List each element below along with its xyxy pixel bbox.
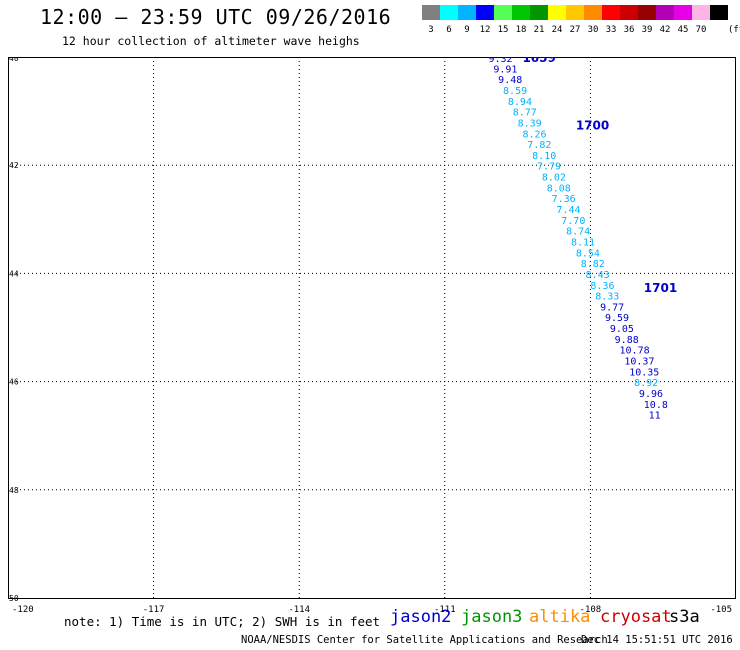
legend-swatch — [710, 5, 728, 20]
legend-label: 21 — [533, 25, 545, 35]
page-subtitle: 12 hour collection of altimeter wave hei… — [62, 34, 360, 48]
lon-tick-label: -105 — [710, 605, 732, 615]
time-label: 1659 — [522, 57, 555, 65]
wave-height-value: 8.43 — [586, 270, 610, 281]
legend-swatch — [656, 5, 674, 20]
wave-height-value: 8.74 — [566, 227, 590, 238]
wave-height-value: 7.79 — [537, 162, 561, 173]
legend-swatch — [458, 5, 476, 20]
wave-height-value: 9.48 — [498, 75, 522, 86]
map-frame — [8, 57, 736, 599]
legend-swatch — [674, 5, 692, 20]
legend-label: 9 — [464, 25, 470, 35]
wave-height-value: 8.10 — [532, 151, 556, 162]
legend-label: 12 — [479, 25, 491, 35]
satellite-jason2: jason2 — [390, 607, 452, 627]
legend-label: 3 — [428, 25, 434, 35]
lat-tick-label: 50 — [9, 594, 19, 603]
wave-height-value: 8.94 — [508, 97, 532, 108]
legend-label: 70 — [695, 25, 707, 35]
wave-height-value: 10.8 — [644, 400, 668, 411]
wave-height-value: 9.91 — [493, 64, 517, 75]
lat-tick-label: 44 — [9, 269, 19, 278]
wave-height-value: 11 — [649, 411, 661, 422]
wave-height-value: 7.70 — [561, 216, 585, 227]
legend-swatch — [620, 5, 638, 20]
wave-height-value: 8.82 — [581, 259, 605, 270]
legend-swatch — [692, 5, 710, 20]
wave-height-value: 10.78 — [620, 346, 650, 357]
wave-height-value: 8.11 — [571, 237, 595, 248]
wave-height-value: 8.02 — [542, 173, 566, 184]
legend-swatch — [476, 5, 494, 20]
legend-swatch — [584, 5, 602, 20]
legend-label: 39 — [641, 25, 653, 35]
lon-tick-label: -111 — [434, 605, 456, 615]
satellite-altika: altika — [529, 607, 591, 627]
legend-label: 36 — [623, 25, 635, 35]
time-label: 1701 — [644, 281, 677, 295]
legend-label: 42 — [659, 25, 671, 35]
legend-label: 27 — [569, 25, 581, 35]
wave-height-value: 9.96 — [639, 389, 663, 400]
lon-tick-label: -117 — [143, 605, 165, 615]
satellite-s3a: s3a — [669, 607, 700, 627]
legend-label: 30 — [587, 25, 599, 35]
wave-height-value: 9.77 — [600, 302, 624, 313]
wave-height-value: 9.88 — [615, 335, 639, 346]
wave-height-value: 8.33 — [595, 292, 619, 303]
legend-label: 18 — [515, 25, 527, 35]
legend-swatch — [566, 5, 584, 20]
wave-height-value: 8.26 — [522, 129, 546, 140]
legend-swatch — [512, 5, 530, 20]
time-label: 1700 — [576, 119, 609, 133]
legend-label: 45 — [677, 25, 689, 35]
satellite-jason3: jason3 — [461, 607, 523, 627]
satellite-cryosat: cryosat — [600, 607, 672, 627]
lat-tick-label: 46 — [9, 378, 19, 387]
legend-swatch — [494, 5, 512, 20]
wave-height-value: 7.82 — [527, 140, 551, 151]
legend-swatch — [548, 5, 566, 20]
lon-tick-label: -120 — [12, 605, 34, 615]
wave-height-value: 8.39 — [518, 118, 542, 129]
wave-height-value: 7.36 — [552, 194, 576, 205]
footer-timestamp: Dec 14 15:51:51 UTC 2016 — [581, 634, 733, 646]
wave-height-value: 8.36 — [590, 281, 614, 292]
legend-swatch — [440, 5, 458, 20]
legend-swatch — [422, 5, 440, 20]
wave-height-value: 10.35 — [629, 367, 659, 378]
legend-unit: (ft) — [728, 25, 740, 35]
wave-height-map[interactable]: -120 -117 -114 -111 -108 -105 40 42 44 46 48 50 9.32… — [8, 57, 736, 615]
wave-height-value: 9.32 — [488, 57, 512, 65]
wave-height-value: 10.37 — [624, 357, 654, 368]
note-text: note: 1) Time is in UTC; 2) SWH is in fe… — [64, 614, 381, 629]
footer-credit: NOAA/NESDIS Center for Satellite Applica… — [241, 634, 608, 646]
legend-swatch — [638, 5, 656, 20]
wave-height-value: 7.44 — [556, 205, 580, 216]
page-title: 12:00 – 23:59 UTC 09/26/2016 — [40, 5, 392, 29]
lat-tick-label: 48 — [9, 486, 19, 495]
legend-swatch — [602, 5, 620, 20]
lon-tick-label: -108 — [580, 605, 602, 615]
legend-swatch — [530, 5, 548, 20]
lat-tick-label: 42 — [9, 161, 19, 170]
wave-height-value: 9.05 — [610, 324, 634, 335]
wave-height-value: 8.92 — [634, 378, 658, 389]
lat-tick-label: 40 — [9, 57, 19, 63]
wave-height-value: 8.59 — [503, 86, 527, 97]
legend-label: 6 — [446, 25, 452, 35]
wave-height-value: 9.59 — [605, 313, 629, 324]
legend-label: 15 — [497, 25, 509, 35]
wave-height-value: 8.08 — [547, 183, 571, 194]
wave-height-value: 8.54 — [576, 248, 600, 259]
wave-height-value: 8.77 — [513, 108, 537, 119]
legend-label: 33 — [605, 25, 617, 35]
lon-tick-label: -114 — [288, 605, 310, 615]
legend-label: 24 — [551, 25, 563, 35]
